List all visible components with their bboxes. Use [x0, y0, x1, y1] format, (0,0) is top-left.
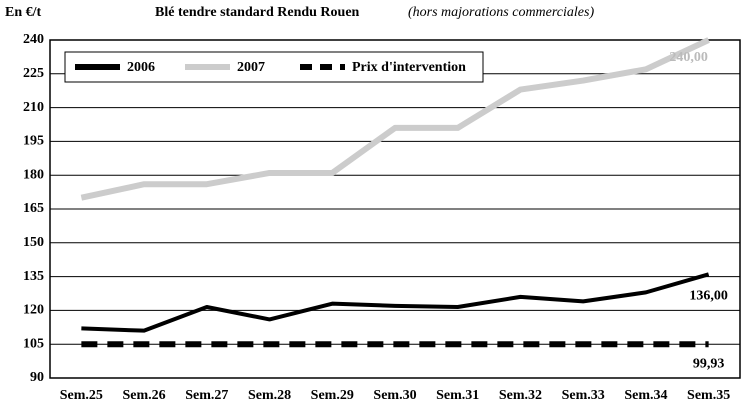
- y-tick-label: 210: [23, 100, 44, 115]
- legend-label: Prix d'intervention: [352, 60, 466, 75]
- y-axis-label: En €/t: [5, 5, 42, 20]
- chart-subtitle: (hors majorations commerciales): [408, 5, 594, 20]
- x-tick-label: Sem.26: [123, 388, 166, 403]
- y-tick-label: 165: [23, 201, 44, 216]
- y-tick-label: 195: [23, 134, 44, 149]
- y-tick-label: 240: [23, 32, 44, 47]
- x-tick-label: Sem.25: [60, 388, 103, 403]
- legend-label: 2007: [237, 60, 265, 75]
- y-tick-label: 135: [23, 269, 44, 284]
- x-tick-label: Sem.28: [248, 388, 291, 403]
- x-tick-label: Sem.33: [562, 388, 605, 403]
- x-tick-label: Sem.32: [499, 388, 542, 403]
- plot-frame: [49, 39, 741, 379]
- x-tick-label: Sem.34: [624, 388, 667, 403]
- annotation: 99,93: [693, 356, 725, 371]
- annotation: 136,00: [689, 289, 728, 304]
- series-line: [80, 37, 710, 201]
- y-tick-label: 150: [23, 235, 44, 250]
- annotation: 240,00: [669, 50, 708, 65]
- x-tick-label: Sem.30: [373, 388, 416, 403]
- y-tick-label: 105: [23, 336, 44, 351]
- x-tick-label: Sem.27: [185, 388, 228, 403]
- legend-label: 2006: [127, 60, 155, 75]
- x-tick-label: Sem.31: [436, 388, 479, 403]
- chart-title: Blé tendre standard Rendu Rouen: [155, 5, 360, 20]
- y-tick-label: 180: [23, 167, 44, 182]
- y-tick-label: 90: [30, 370, 44, 385]
- x-tick-label: Sem.29: [311, 388, 354, 403]
- legend-box: [64, 51, 484, 83]
- x-tick-label: Sem.35: [687, 388, 730, 403]
- y-tick-label: 120: [23, 303, 44, 318]
- series-line: [81, 272, 710, 333]
- y-tick-label: 225: [23, 66, 44, 81]
